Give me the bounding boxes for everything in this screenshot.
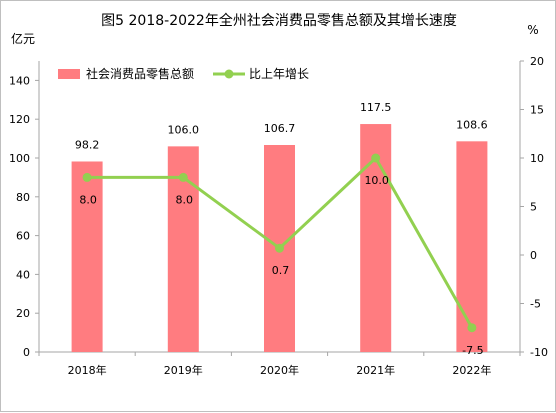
left-axis-tick-label: 140 xyxy=(9,74,30,87)
bar xyxy=(456,141,488,352)
right-axis-tick-label: -5 xyxy=(530,298,541,311)
right-axis-tick-label: -10 xyxy=(530,346,548,359)
growth-point xyxy=(467,323,477,333)
chart-title: 图5 2018-2022年全州社会消费品零售总额及其增长速度 xyxy=(101,12,457,29)
left-axis-unit: 亿元 xyxy=(11,31,35,46)
growth-value-label: 8.0 xyxy=(79,193,97,206)
bars-layer: 98.2 106.0 106.7 117.5 108.6 xyxy=(71,101,488,352)
growth-point xyxy=(275,243,284,253)
right-axis-tick-label: 20 xyxy=(530,55,544,68)
x-axis-tick-label: 2019年 xyxy=(164,363,203,377)
left-axis-tick-label: 40 xyxy=(16,268,30,281)
axes-layer: 0 20 40 60 80 100 120 140 20 15 10 5 0 -5 -10 2018年 2019… xyxy=(9,55,548,377)
bar-value-label: 106.7 xyxy=(264,122,296,135)
left-axis-tick-label: 120 xyxy=(9,113,30,126)
legend: 社会消费品零售总额 比上年增长 xyxy=(58,66,309,81)
bar-value-label: 98.2 xyxy=(75,138,100,151)
x-axis-tick-label: 2022年 xyxy=(452,363,491,377)
left-axis-tick-label: 60 xyxy=(16,230,30,243)
bar-value-label: 106.0 xyxy=(168,123,200,136)
bar-value-label: 108.6 xyxy=(456,118,488,131)
growth-value-label: 10.0 xyxy=(364,174,389,187)
growth-point xyxy=(82,172,92,182)
left-axis-tick-label: 0 xyxy=(23,346,30,359)
x-axis-tick-label: 2020年 xyxy=(260,363,299,377)
legend-line-marker xyxy=(224,69,234,79)
legend-bar-label: 社会消费品零售总额 xyxy=(86,66,194,81)
left-axis-tick-label: 80 xyxy=(16,191,30,204)
growth-point xyxy=(178,172,188,182)
bar xyxy=(71,161,103,352)
right-axis-tick-label: 10 xyxy=(530,152,544,165)
growth-point xyxy=(371,153,381,163)
line-layer: 8.0 8.0 0.7 10.0 -7.5 xyxy=(79,153,484,357)
right-axis-tick-label: 0 xyxy=(530,249,537,262)
growth-value-label: 0.7 xyxy=(272,264,290,277)
left-axis-tick-label: 100 xyxy=(9,152,30,165)
left-axis-tick-label: 20 xyxy=(16,307,30,320)
legend-line-label: 比上年增长 xyxy=(249,67,309,81)
x-axis-tick-label: 2018年 xyxy=(68,363,107,377)
right-axis-tick-label: 5 xyxy=(530,201,537,214)
growth-value-label: 8.0 xyxy=(176,193,194,206)
legend-bar-swatch xyxy=(58,69,80,79)
growth-value-label: -7.5 xyxy=(462,344,483,357)
x-axis-tick-label: 2021年 xyxy=(356,363,395,377)
bar-value-label: 117.5 xyxy=(360,101,392,114)
right-axis-tick-label: 15 xyxy=(530,104,544,117)
right-axis-unit: % xyxy=(527,23,538,37)
